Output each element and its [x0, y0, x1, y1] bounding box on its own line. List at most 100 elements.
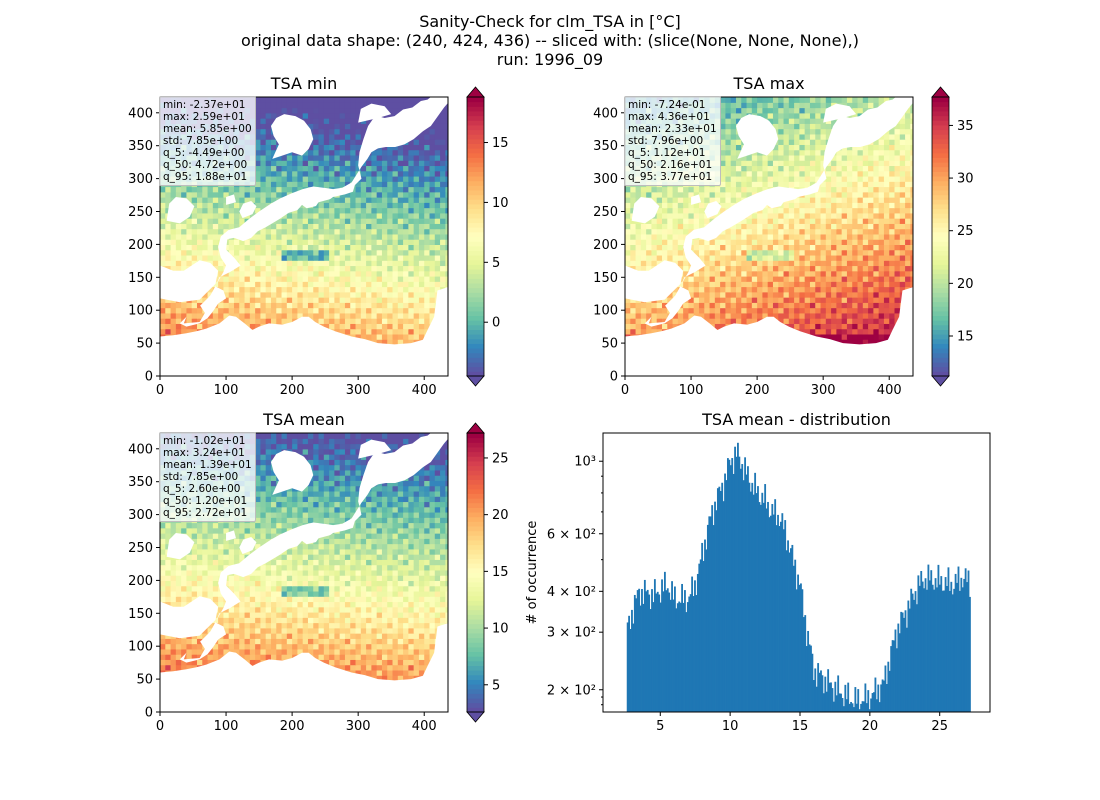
histogram-bar: [709, 516, 712, 712]
histogram-bar: [953, 588, 956, 712]
histogram-bar: [961, 587, 964, 712]
histogram-bar: [741, 464, 744, 712]
histogram-bar: [884, 665, 887, 712]
histogram-bar: [933, 589, 936, 712]
x-tick-label: 400: [412, 719, 437, 734]
histogram-bar: [868, 709, 871, 712]
stats-q95: q_95: 2.72e+01: [163, 507, 248, 519]
colorbar-frame: [466, 432, 485, 713]
histogram-bar: [659, 602, 662, 712]
colorbar-segment: [467, 273, 484, 279]
y-tick-label: 400: [593, 106, 618, 121]
y-tick-label: 150: [593, 271, 618, 286]
histogram-bar: [891, 640, 894, 712]
colorbar-segment: [467, 609, 484, 615]
colorbar-segment: [467, 544, 484, 550]
histogram-bar: [877, 684, 880, 712]
colorbar-segment: [932, 250, 949, 256]
colorbar-tsa-min: 0 5 10 15: [466, 86, 509, 387]
colorbar-segment: [932, 222, 949, 228]
stats-q95: q_95: 3.77e+01: [628, 171, 713, 183]
histogram-bar: [724, 473, 726, 712]
colorbar-segment: [467, 185, 484, 191]
colorbar-segment: [932, 227, 949, 233]
histogram-bar: [661, 579, 663, 712]
histogram-bar: [752, 494, 755, 712]
histogram-bar: [957, 566, 960, 712]
histogram-bar: [762, 502, 765, 712]
histogram-bar: [821, 675, 824, 712]
histogram-bar: [820, 670, 822, 712]
histogram-bar: [642, 603, 645, 712]
histogram-bar: [679, 602, 682, 712]
histogram-bar: [818, 672, 821, 712]
colorbar-segment: [467, 688, 484, 694]
x-tick-label: 5: [656, 719, 664, 734]
histogram-bar: [742, 480, 745, 712]
histogram-bar: [810, 645, 812, 712]
colorbar-frame: [931, 96, 950, 377]
x-tick-label: 200: [745, 383, 770, 398]
y-tick-label: 250: [128, 541, 153, 556]
colorbar-segment: [467, 670, 484, 676]
histogram-bar: [851, 703, 854, 712]
histogram-bar: [924, 578, 927, 712]
histogram-bar: [808, 644, 811, 712]
y-tick-label: 0: [145, 706, 153, 721]
colorbar-segment: [467, 120, 484, 126]
histogram-bar: [831, 688, 834, 712]
histogram-bar: [888, 670, 891, 712]
colorbar-segment: [467, 437, 484, 443]
histogram-bar: [812, 680, 815, 712]
colorbar-segment: [932, 259, 949, 265]
colorbar-tick-label: 15: [492, 565, 509, 580]
colorbar-segment: [467, 516, 484, 522]
y-tick-label: 200: [128, 574, 153, 589]
colorbar-segment: [467, 338, 484, 344]
x-tick-label: 200: [280, 719, 305, 734]
histogram-bar: [757, 486, 759, 712]
histogram-bar: [897, 623, 900, 712]
colorbar-segment: [467, 357, 484, 363]
histogram-bar: [738, 456, 741, 712]
histogram-bar: [966, 582, 968, 712]
histogram-bar: [825, 691, 828, 712]
temperature-cells: [160, 97, 448, 376]
histogram-bar: [814, 668, 817, 712]
histogram-bar: [834, 681, 837, 712]
colorbar-segment: [467, 143, 484, 149]
colorbar-segment: [467, 241, 484, 247]
colorbar-extend-min: [466, 711, 485, 723]
histogram-bar: [934, 578, 937, 712]
histogram-bar: [795, 589, 798, 712]
stats-q95: q_95: 1.88e+01: [163, 171, 248, 183]
colorbar-segment: [932, 352, 949, 358]
colorbar-segment: [467, 488, 484, 494]
colorbar-segment: [932, 110, 949, 117]
histogram-bar: [632, 623, 635, 712]
colorbar-segment: [467, 465, 484, 471]
histogram-bars: [626, 442, 971, 712]
histogram-panel: TSA mean - distribution 5 10 15 20 25 2 × 10² 3…: [525, 410, 991, 734]
stats-std: std: 7.96e+00: [628, 135, 704, 147]
colorbar-segment: [932, 371, 949, 377]
colorbar-segment: [932, 366, 949, 372]
colorbar-segment: [932, 180, 949, 186]
colorbar-extend-min: [931, 375, 950, 387]
stats-max: max: 2.59e+01: [163, 111, 245, 123]
histogram-bar: [841, 697, 844, 712]
colorbar-tick-label: 15: [492, 136, 509, 151]
histogram-bar: [913, 599, 915, 712]
histogram-bar: [905, 627, 908, 712]
colorbar-segment: [467, 577, 484, 583]
histogram-bar: [790, 548, 792, 712]
histogram-bar: [794, 559, 797, 712]
colorbar-tick-label: 5: [492, 256, 500, 271]
histogram-bar: [878, 702, 881, 712]
histogram-bar: [656, 591, 659, 712]
histogram-bar: [725, 480, 728, 712]
colorbar-segment: [467, 306, 484, 312]
colorbar-segment: [467, 535, 484, 541]
map-area: [160, 97, 448, 376]
histogram-bar: [951, 594, 954, 712]
